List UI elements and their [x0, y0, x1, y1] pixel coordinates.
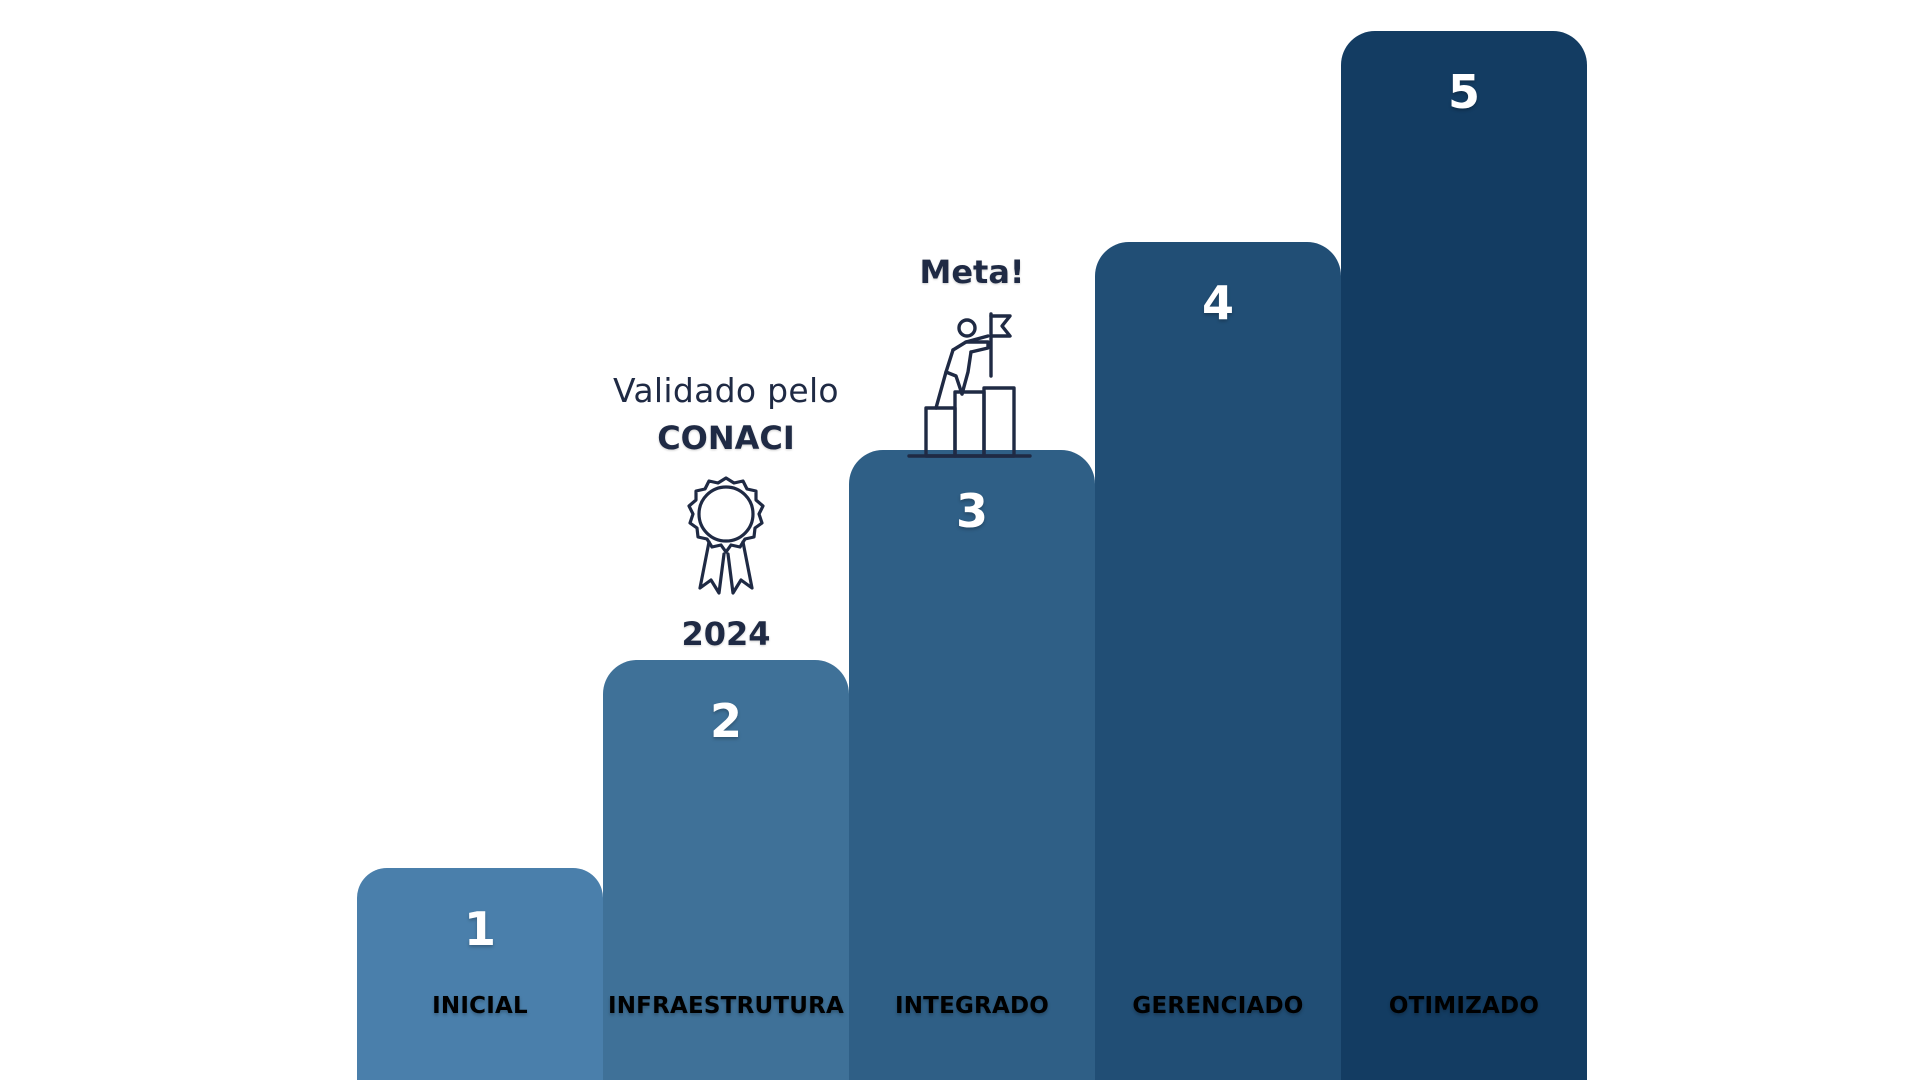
step-number-4: 4 — [1201, 276, 1234, 330]
step-number-2: 2 — [709, 694, 742, 748]
step-1: 1 — [357, 868, 603, 1080]
step-3: 3 — [849, 450, 1095, 1080]
validation-line1: Validado pelo — [613, 371, 839, 410]
step-number-3: 3 — [955, 484, 988, 538]
step-label-2: INFRAESTRUTURA — [607, 993, 845, 1019]
step-4: 4 — [1095, 242, 1341, 1080]
goal-label: Meta! — [919, 253, 1025, 291]
step-2: 2 — [603, 660, 849, 1080]
step-label-4: GERENCIADO — [1132, 993, 1304, 1019]
validation-year: 2024 — [681, 615, 771, 653]
step-label-1: INICIAL — [432, 993, 528, 1019]
step-label-3: INTEGRADO — [894, 993, 1050, 1019]
validation-line2: CONACI — [657, 419, 795, 457]
step-5: 5 — [1341, 31, 1587, 1080]
step-label-5: OTIMIZADO — [1388, 993, 1540, 1019]
step-number-5: 5 — [1447, 65, 1480, 119]
person-climbing-flag-icon — [906, 306, 1034, 460]
step-number-1: 1 — [463, 902, 496, 956]
award-ribbon-icon — [676, 474, 776, 602]
